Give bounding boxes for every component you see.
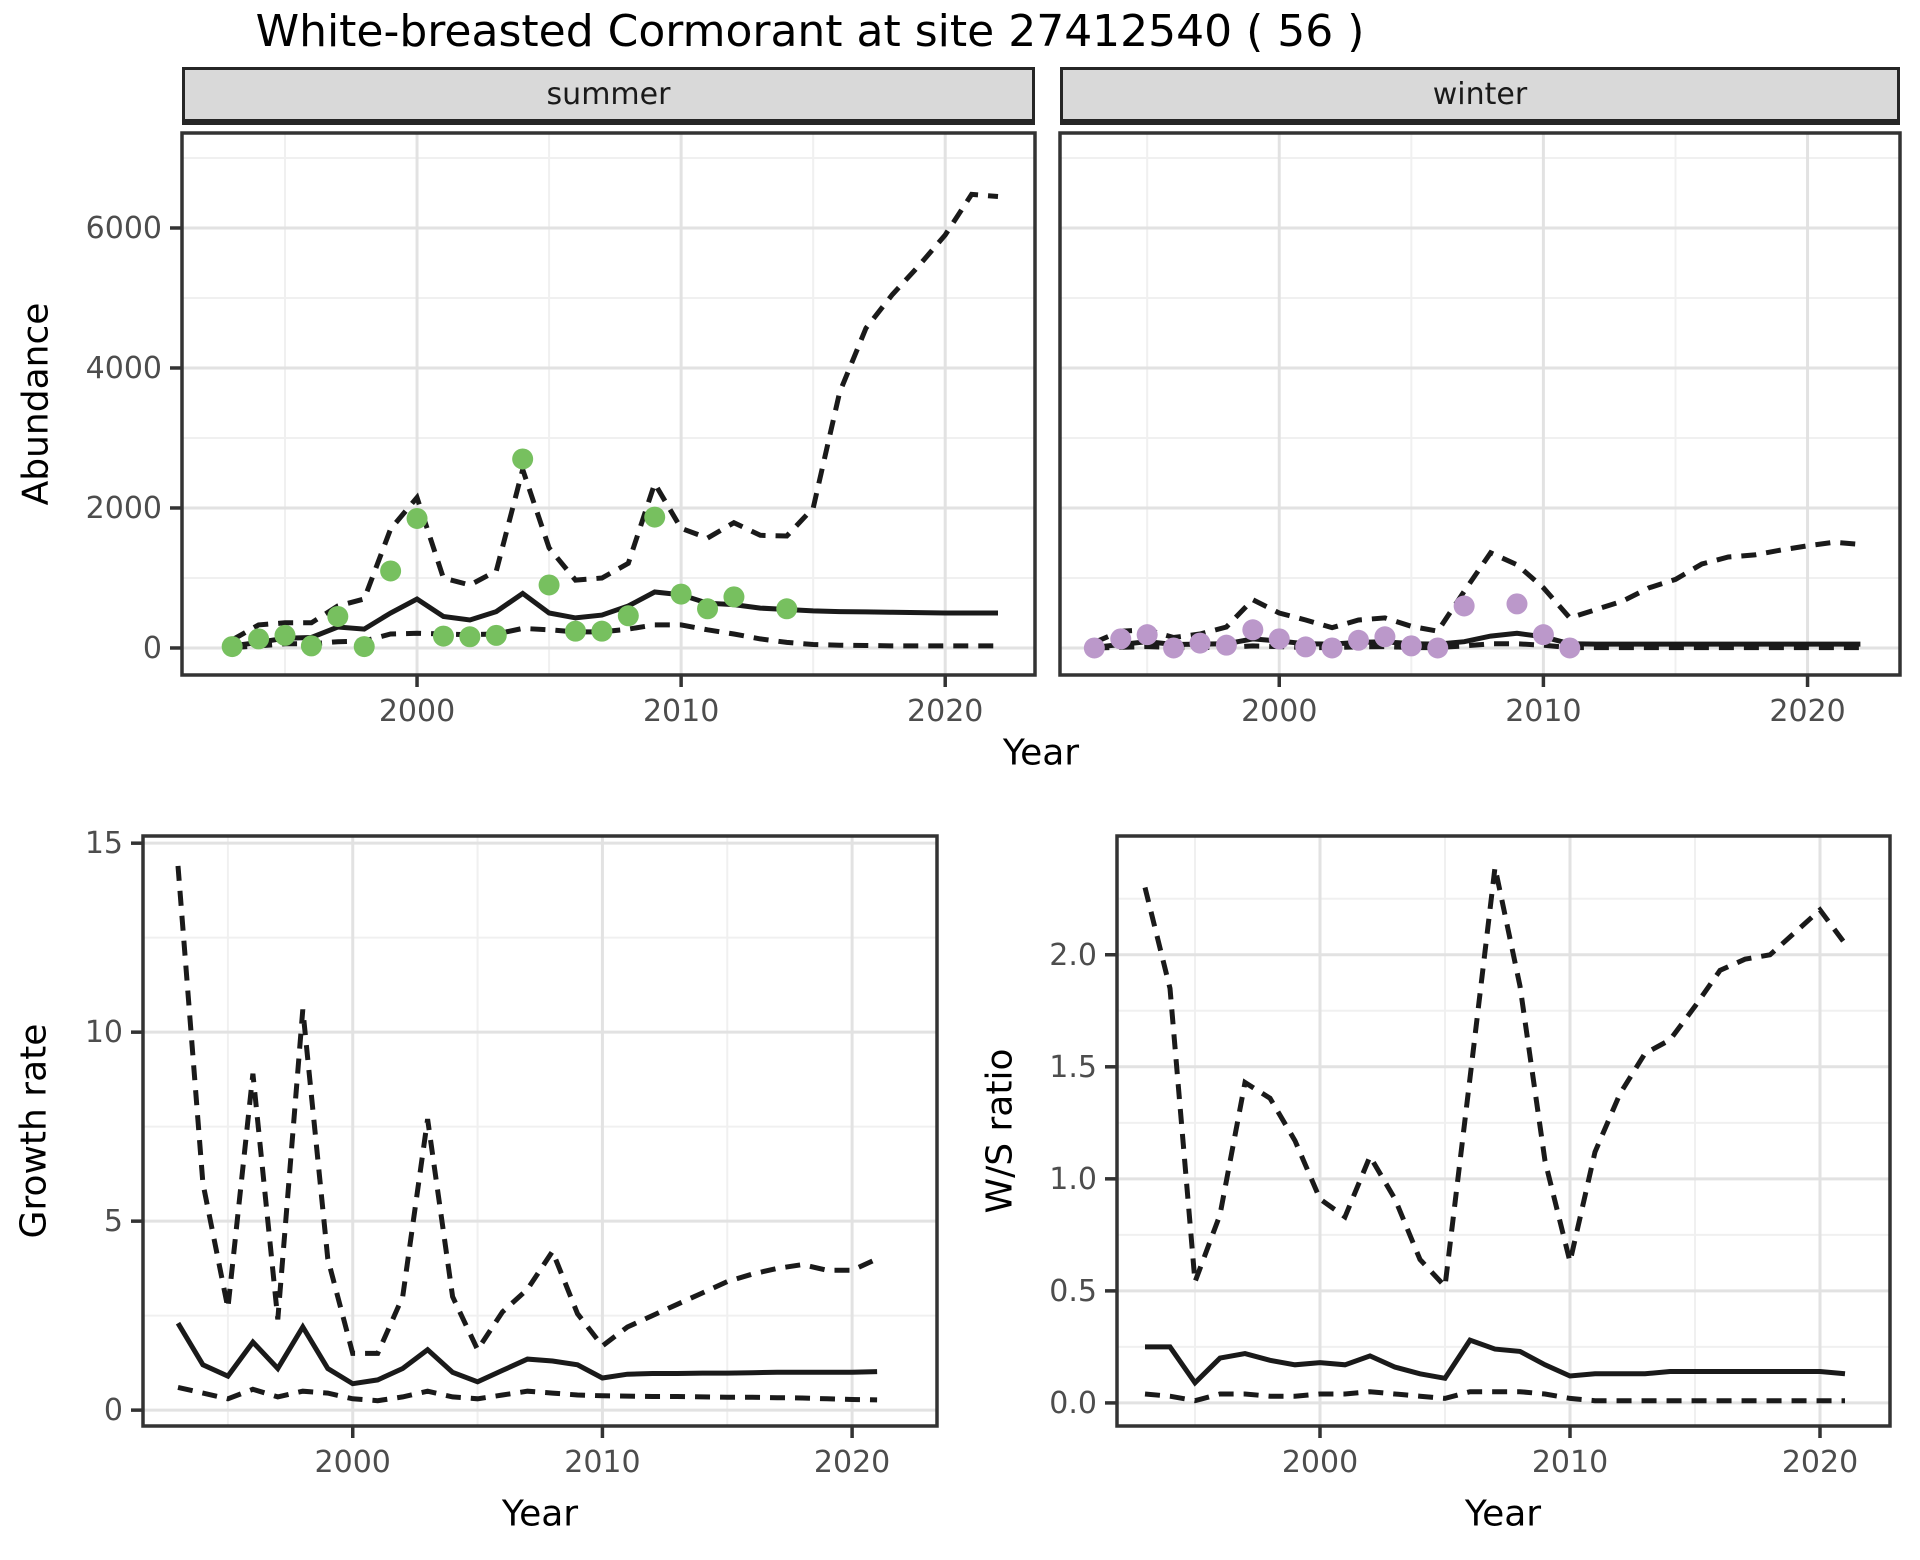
ws-ratio-median-line [1145,1337,1846,1387]
abundance-winter-observed-point [1083,637,1105,659]
abundance-summer-observed-point [485,624,507,646]
abundance-winter-observed-point [1427,637,1449,659]
growth-rate-y-tick-label: 15 [85,826,123,861]
abundance-summer-y-tick-label: 0 [143,631,162,666]
abundance-summer-y-tick-label: 6000 [86,211,162,246]
abundance-summer-observed-point [459,626,481,648]
facet-strip-summer: summer [182,67,1035,125]
abundance-summer-observed-point [538,574,560,596]
abundance-summer-observed-point [300,635,322,657]
abundance-winter-observed-point [1559,637,1581,659]
abundance-summer-observed-point [221,636,243,658]
abundance-winter-observed-point [1321,637,1343,659]
abundance-winter-observed-point [1136,624,1158,646]
abundance-winter-observed-point [1110,628,1132,650]
abundance-summer-observed-point [670,583,692,605]
growth-rate-y-tick-label: 5 [104,1204,123,1239]
abundance-winter-x-tick-label: 2010 [1505,694,1581,729]
growth-rate-median-line [175,1321,878,1387]
abundance-summer-observed-point [353,636,375,658]
abundance-winter-observed-point [1400,635,1422,657]
abundance-summer-y-tick-label: 2000 [86,491,162,526]
panel-abundance-summer: 2000 2010 2020 0 2000 4000 6000 [86,131,1037,729]
abundance-winter-observed-point [1453,595,1475,617]
abundance-summer-y-tick-label: 4000 [86,351,162,386]
abundance-winter-observed-point [1532,624,1554,646]
ws-ratio-y-tick-label: 1.5 [1049,1050,1097,1085]
growth-rate-x-tick-label: 2000 [315,1445,391,1480]
abundance-summer-observed-point [248,628,270,650]
facet-strip-summer-label: summer [546,77,671,112]
abundance-summer-observed-point [564,620,586,642]
abundance-summer-observed-point [591,620,613,642]
growth-rate-x-tick-label: 2010 [564,1445,640,1480]
ws-ratio-x-tick-label: 2010 [1532,1445,1608,1480]
ws-ratio-y-tick-label: 0.0 [1049,1386,1097,1421]
ws-ratio-y-tick-label: 0.5 [1049,1274,1097,1309]
abundance-summer-observed-point [406,507,428,529]
abundance-winter-observed-point [1295,636,1317,658]
abundance-summer-upper95-line [230,191,999,643]
figure-title: White-breasted Cormorant at site 2741254… [255,6,1365,57]
facet-strip-winter-label: winter [1432,77,1528,112]
abundance-summer-x-tick-label: 2010 [643,694,719,729]
growth-rate-x-tick-label: 2020 [814,1445,890,1480]
abundance-winter-observed-point [1347,629,1369,651]
ws-ratio-lower95-line [1144,1389,1845,1404]
ws-ratio-x-tick-label: 2020 [1782,1445,1858,1480]
growth-rate-y-tick-label: 0 [104,1393,123,1428]
ws-ratio-y-tick-label: 1.0 [1049,1162,1097,1197]
abundance-summer-observed-point [512,448,534,470]
ws-ratio-y-tick-label: 2.0 [1049,938,1097,973]
abundance-winter-observed-point [1163,637,1185,659]
x-axis-title-year-ws: Year [1464,1493,1542,1535]
abundance-summer-observed-point [697,598,719,620]
abundance-winter-observed-point [1506,593,1528,615]
abundance-winter-x-tick-label: 2000 [1241,694,1317,729]
abundance-summer-observed-point [776,598,798,620]
abundance-winter-observed-point [1189,632,1211,654]
abundance-summer-observed-point [274,624,296,646]
abundance-summer-observed-point [644,506,666,528]
growth-rate-y-tick-label: 10 [85,1015,123,1050]
abundance-summer-observed-point [327,605,349,627]
abundance-summer-observed-point [432,625,454,647]
abundance-winter-x-tick-label: 2020 [1769,694,1845,729]
x-axis-title-year-top: Year [1002,732,1080,774]
ws-ratio-x-tick-label: 2000 [1282,1445,1358,1480]
panel-abundance-winter: 2000 2010 2020 [1058,131,1902,729]
panel-growth-rate: 2000 2010 2020 0 5 10 15 [85,826,939,1480]
abundance-summer-x-tick-label: 2020 [907,694,983,729]
abundance-summer-observed-point [617,605,639,627]
abundance-summer-median-line [231,589,998,649]
abundance-summer-x-tick-label: 2000 [379,694,455,729]
growth-rate-lower95-line [177,1384,878,1404]
abundance-winter-observed-point [1374,626,1396,648]
growth-rate-upper95-line [175,865,879,1356]
abundance-summer-observed-point [380,560,402,582]
facet-strip-winter: winter [1060,67,1900,125]
abundance-winter-observed-point [1215,634,1237,656]
abundance-winter-upper95-line [1093,539,1861,645]
x-axis-title-year-growth: Year [501,1493,579,1535]
abundance-winter-observed-point [1268,628,1290,650]
abundance-winter-observed-point [1242,619,1264,641]
abundance-summer-observed-point [723,586,745,608]
panel-ws-ratio: 2000 2010 2020 0.0 0.5 1.0 1.5 2.0 [1049,834,1892,1480]
